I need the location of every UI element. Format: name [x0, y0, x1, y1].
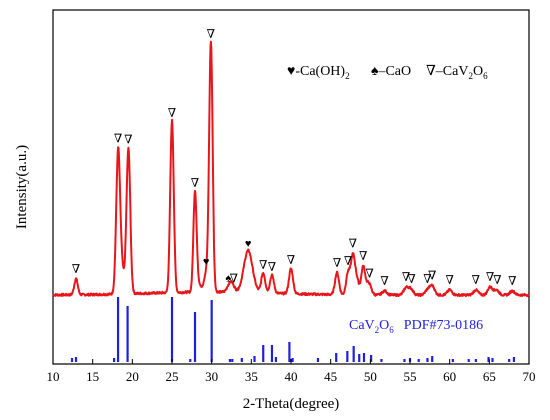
- cav2o6-marker: ∇: [230, 271, 238, 285]
- legend-caoh2-sub: 2: [345, 71, 350, 81]
- cav2o6-marker: ∇: [207, 27, 215, 41]
- x-tick-label: 35: [245, 369, 258, 384]
- cav2o6-marker: ∇: [423, 272, 431, 286]
- ref-label-sub1: 2: [375, 325, 380, 335]
- x-tick-label: 10: [47, 369, 60, 384]
- cav2o6-marker: ∇: [168, 106, 176, 120]
- cav2o6-marker: ∇: [344, 254, 352, 268]
- legend-triangle-symbol: ∇: [426, 64, 436, 79]
- caoh2-marker: ♥: [245, 238, 252, 250]
- cav2o6-marker: ∇: [349, 237, 357, 251]
- cav2o6-marker: ∇: [333, 256, 341, 270]
- x-tick-label: 25: [166, 369, 179, 384]
- legend-cav2o6-label: –CaV: [435, 64, 469, 79]
- peak-annotations: ∇∇ ∇∇∇♥∇♠∇♥∇ ∇ ∇ ∇ ∇∇∇∇∇ ∇∇ ∇∇ ∇ ∇ ∇∇ ∇: [72, 27, 517, 288]
- x-tick-label: 55: [404, 369, 417, 384]
- x-tick-label: 65: [483, 369, 496, 384]
- x-tick-label: 20: [126, 369, 139, 384]
- x-axis-ticks: 10 15 20 25 30 35 40 45 50 55 60 65 70: [47, 359, 536, 384]
- x-tick-label: 45: [324, 369, 337, 384]
- ref-label-pdf: PDF#73-0186: [404, 318, 483, 333]
- x-tick-label: 60: [443, 369, 456, 384]
- cav2o6-marker: ∇: [493, 273, 501, 287]
- x-tick-label: 30: [205, 369, 218, 384]
- y-axis-label: Intensity(a.u.): [14, 145, 30, 229]
- cav2o6-marker: ∇: [508, 274, 516, 288]
- legend-entry-cao: ♠–CaO: [371, 64, 411, 79]
- cav2o6-marker: ∇: [428, 268, 436, 282]
- ref-label-cav: CaV: [349, 318, 375, 333]
- cav2o6-marker: ∇: [259, 258, 267, 272]
- cav2o6-marker: ∇: [472, 273, 480, 287]
- legend-cao-label: –CaO: [377, 64, 411, 79]
- cav2o6-marker: ∇: [402, 270, 410, 284]
- cav2o6-marker: ∇: [191, 176, 199, 190]
- x-tick-label: 15: [86, 369, 99, 384]
- legend-caoh2-label: -Ca(OH): [295, 64, 345, 79]
- legend-cav2o6-sub1: 2: [468, 71, 473, 81]
- cav2o6-marker: ∇: [407, 272, 415, 286]
- cav2o6-marker: ∇: [486, 270, 494, 284]
- legend-spade-symbol: ♠: [371, 64, 379, 79]
- legend-heart-symbol: ♥: [287, 64, 295, 79]
- reference-label: CaV2O6 PDF#73-0186: [349, 318, 483, 335]
- x-tick-label: 70: [523, 369, 536, 384]
- x-tick-label: 40: [285, 369, 298, 384]
- reference-lines: [70, 297, 516, 362]
- ref-label-sub2: 6: [389, 325, 394, 335]
- cav2o6-marker: ∇: [365, 266, 373, 280]
- legend-entry-cav2o6: ∇–CaV2O6: [426, 64, 488, 81]
- cav2o6-marker: ∇: [359, 249, 367, 263]
- x-tick-label: 50: [364, 369, 377, 384]
- legend-cav2o6-sub2: 6: [483, 71, 488, 81]
- legend: ♥-Ca(OH)2 ♠–CaO ∇–CaV2O6: [287, 64, 488, 81]
- cav2o6-marker: ∇: [114, 131, 122, 145]
- xrd-pattern-line: [52, 40, 530, 298]
- cav2o6-marker: ∇: [445, 273, 453, 287]
- cav2o6-marker: ∇: [268, 260, 276, 274]
- cav2o6-marker: ∇: [380, 274, 388, 288]
- cav2o6-marker: ∇: [287, 253, 295, 267]
- x-axis-label: 2-Theta(degree): [243, 396, 340, 412]
- ref-label-o: O: [379, 318, 389, 333]
- legend-cav2o6-o: O: [473, 64, 483, 79]
- caoh2-marker: ♥: [203, 256, 210, 268]
- cav2o6-marker: ∇: [72, 262, 80, 276]
- cao-marker: ♠: [225, 273, 231, 285]
- cav2o6-marker: ∇: [124, 133, 132, 147]
- legend-entry-caoh2: ♥-Ca(OH)2: [287, 64, 350, 81]
